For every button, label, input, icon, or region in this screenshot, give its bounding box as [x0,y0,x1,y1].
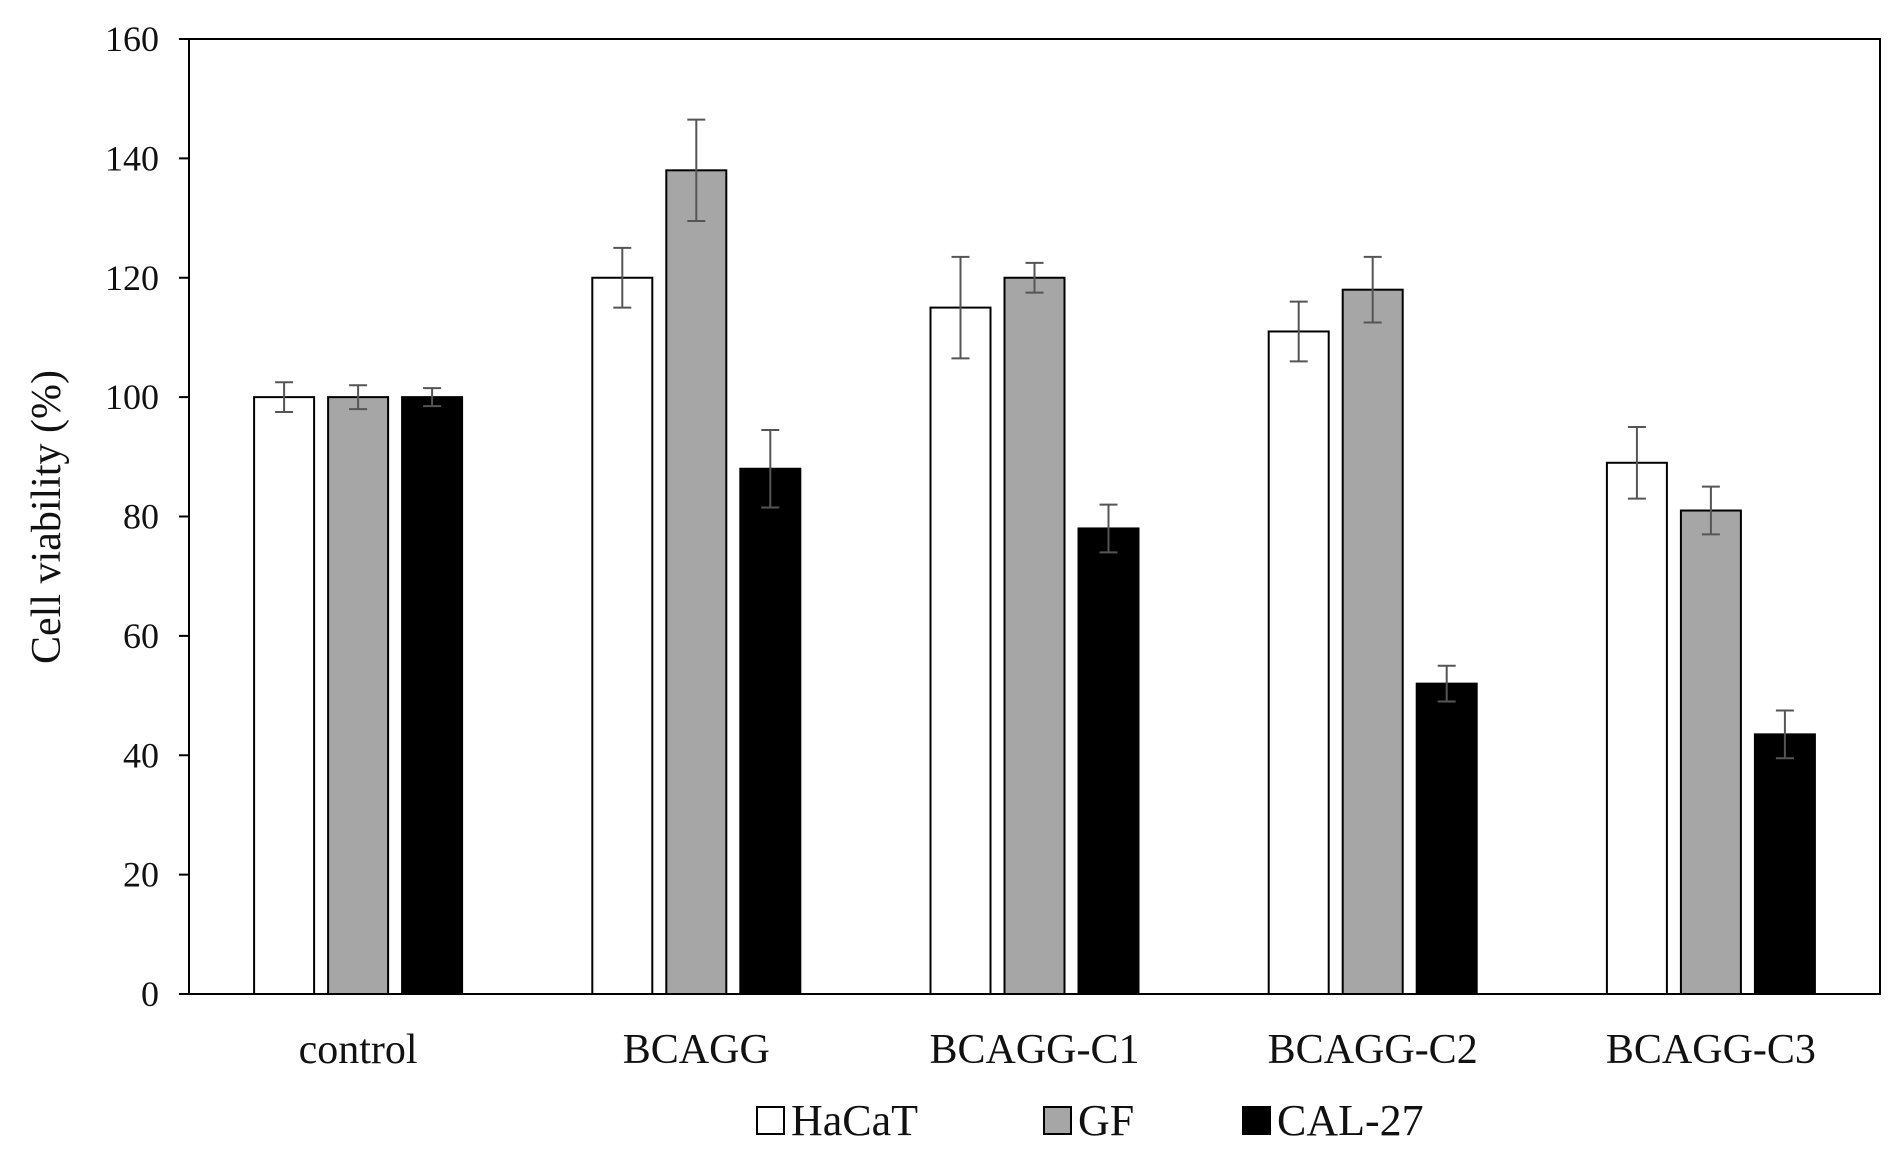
x-category-label: BCAGG-C1 [929,1027,1139,1073]
error-bar [1437,664,1456,703]
legend-swatch [756,1106,785,1135]
y-tick-label: 40 [123,735,159,775]
error-bar [423,387,442,408]
bar-hacat-control [253,396,316,995]
bar-cal-27-bcagg-c1 [1077,527,1140,995]
x-category-label: BCAGG-C2 [1268,1027,1478,1073]
error-bar [1701,485,1720,536]
bar-gf-bcagg-c3 [1679,509,1742,995]
bar-gf-control [327,396,390,995]
error-bar [1363,255,1382,324]
error-bar [349,384,368,411]
error-bar [761,428,780,509]
legend-item: CAL-27 [1242,1096,1424,1145]
y-tick-label: 100 [105,377,159,417]
bar-hacat-bcagg [591,276,654,995]
y-tick-label: 160 [105,19,159,59]
y-tick-label: 20 [123,855,159,895]
error-bar [1775,709,1794,760]
y-tick-label: 140 [105,138,159,178]
legend-label: CAL-27 [1277,1096,1424,1145]
y-tick-label: 0 [141,974,159,1014]
error-bar [275,381,294,414]
y-axis-title: Cell viability (%) [24,370,70,664]
y-tick-label: 120 [105,258,159,298]
legend-swatch [1242,1106,1271,1135]
y-tick-label: 80 [123,497,159,537]
error-bar [1025,261,1044,294]
legend-item: HaCaT [756,1096,918,1145]
bar-gf-bcagg-c2 [1341,288,1404,995]
bar-hacat-bcagg-c2 [1267,330,1330,995]
x-axis-categories: control BCAGG BCAGG-C1 BCAGG-C2 BCAGG-C3 [299,1027,1816,1073]
y-axis-ticks: 0 20 40 60 80 100 120 140 160 [105,19,189,1014]
bar-gf-bcagg-c1 [1003,276,1066,995]
bar-cal-27-control [401,396,464,995]
error-bar [1627,425,1646,500]
bar-cal-27-bcagg-c3 [1753,733,1816,995]
error-bar [1099,503,1118,554]
y-tick-label: 60 [123,616,159,656]
bar-gf-bcagg [665,169,728,995]
error-bar [951,255,970,360]
x-category-label: BCAGG [623,1027,770,1073]
error-bar [1289,300,1308,363]
x-category-label: control [299,1027,418,1073]
bar-hacat-bcagg-c3 [1605,461,1668,995]
bar-cal-27-bcagg-c2 [1415,682,1478,995]
bar-cal-27-bcagg [739,467,802,995]
error-bar [613,246,632,309]
legend-item: GF [1043,1096,1134,1145]
error-bars [275,118,1794,760]
legend: HaCaT GF CAL-27 [756,1096,1424,1145]
error-bar [687,118,706,223]
bars [253,169,1816,995]
x-category-label: BCAGG-C3 [1606,1027,1816,1073]
legend-swatch [1043,1106,1072,1135]
bar-hacat-bcagg-c1 [929,306,992,995]
legend-label: HaCaT [791,1096,918,1145]
legend-label: GF [1078,1096,1134,1145]
